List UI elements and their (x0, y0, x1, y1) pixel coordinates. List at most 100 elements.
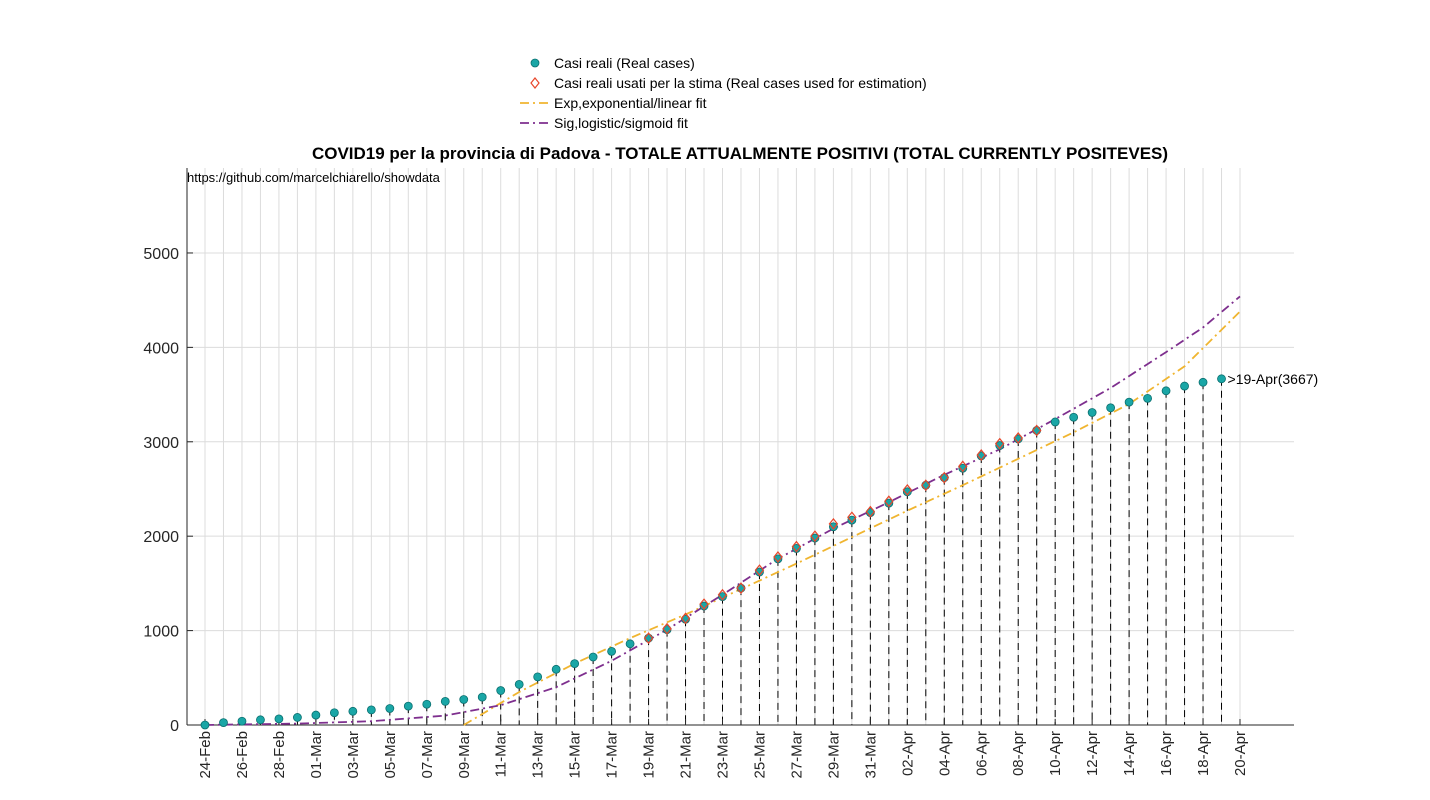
estimation-point (1031, 424, 1042, 437)
real-case-point (1069, 412, 1079, 422)
x-tick-label: 21-Mar (678, 731, 695, 779)
estimation-point (643, 632, 654, 645)
real-case-point (311, 710, 321, 720)
estimation-point (939, 471, 950, 484)
x-tick-label: 14-Apr (1121, 731, 1138, 776)
real-case-point (329, 708, 339, 718)
legend-marker-circle (530, 58, 540, 68)
real-case-point (570, 659, 580, 669)
real-case-point (348, 706, 358, 716)
y-tick-label: 5000 (143, 246, 179, 263)
legend-box (512, 52, 967, 132)
real-case-point (496, 686, 506, 695)
legend-label: Exp,exponential/linear fit (554, 95, 707, 111)
x-tick-label: 17-Mar (604, 731, 621, 779)
y-tick-label: 3000 (143, 435, 179, 452)
real-case-point (1198, 377, 1208, 387)
estimation-point (902, 483, 913, 496)
real-case-point (237, 716, 247, 726)
real-case-point (459, 695, 469, 704)
y-tick-label: 0 (170, 718, 179, 735)
real-case-point (200, 720, 210, 730)
real-case-point (1087, 408, 1097, 417)
estimation-point (736, 582, 746, 595)
real-case-point (588, 652, 598, 662)
x-tick-label: 24-Feb (197, 731, 214, 779)
x-tick-label: 06-Apr (973, 731, 990, 776)
estimation-point (699, 598, 709, 611)
estimation-point (847, 511, 857, 524)
real-case-point (939, 473, 949, 483)
x-tick-label: 13-Mar (530, 731, 547, 779)
real-case-point (1124, 397, 1134, 407)
x-tick-label: 29-Mar (825, 731, 842, 779)
x-tick-label: 18-Apr (1195, 731, 1212, 776)
estimation-point (957, 460, 968, 473)
real-case-point (533, 672, 543, 682)
real-case-point (219, 718, 228, 728)
x-tick-label: 23-Mar (715, 731, 732, 779)
estimation-point (717, 588, 728, 601)
x-tick-label: 02-Apr (899, 731, 916, 776)
estimation-point (791, 540, 802, 553)
real-case-point (551, 664, 561, 674)
real-case-point (921, 480, 931, 490)
real-case-point (1050, 417, 1060, 427)
legend: Casi reali (Real cases) Casi reali usati … (512, 52, 967, 132)
real-case-point (1161, 386, 1171, 396)
real-case-point (1180, 381, 1189, 391)
chart-title: COVID19 per la provincia di Padova - TOT… (312, 144, 1168, 163)
real-case-point (625, 639, 635, 649)
estimation-point (1013, 432, 1023, 444)
stem-lines (222, 378, 1223, 725)
x-tick-label: 11-Mar (493, 731, 510, 777)
data-markers (200, 374, 1226, 730)
real-case-point (403, 701, 413, 711)
x-tick-label: 03-Mar (345, 731, 362, 779)
x-tick-label: 12-Apr (1084, 731, 1101, 776)
real-case-point (274, 714, 284, 724)
real-case-point (1143, 393, 1152, 403)
real-case-point (440, 696, 450, 706)
real-case-point (1106, 403, 1116, 413)
estimation-point (994, 437, 1005, 450)
real-case-point (256, 715, 265, 725)
real-case-point (514, 680, 524, 689)
estimation-point (662, 622, 672, 635)
x-tick-label: 28-Feb (271, 731, 288, 779)
estimation-point (865, 505, 876, 518)
x-tick-label: 20-Apr (1232, 731, 1249, 776)
real-case-point (736, 583, 746, 593)
legend-label: Casi reali usati per la stima (Real case… (554, 75, 927, 91)
x-tick-label: 16-Apr (1158, 731, 1175, 776)
last-value-annotation: >19-Apr(3667) (1228, 371, 1319, 387)
estimation-point (921, 479, 931, 492)
real-case-point (293, 713, 302, 722)
real-case-point (847, 515, 857, 525)
x-tick-label: 25-Mar (751, 731, 768, 779)
source-url: https://github.com/marcelchiarello/showd… (187, 170, 441, 185)
x-tick-label: 10-Apr (1047, 731, 1064, 776)
x-tick-label: 09-Mar (456, 731, 473, 779)
estimation-point (828, 517, 839, 530)
legend-label: Casi reali (Real cases) (554, 55, 695, 71)
x-tick-label: 08-Apr (1010, 731, 1027, 776)
estimation-point (976, 449, 987, 461)
estimation-point (884, 495, 894, 508)
real-case-point (1217, 374, 1226, 384)
estimation-point (754, 564, 765, 577)
x-tick-label: 19-Mar (641, 731, 658, 779)
real-case-point (607, 646, 617, 656)
x-tick-label: 27-Mar (788, 731, 805, 779)
real-case-point (644, 633, 653, 643)
x-tick-label: 31-Mar (862, 731, 879, 779)
tick-labels: 0 1000 2000 3000 4000 5000 24-Feb 26-Feb 28-Feb 0… (143, 246, 1249, 779)
estimation-point (773, 550, 783, 563)
legend-marker-diamond (530, 77, 540, 89)
y-tick-label: 1000 (143, 624, 179, 641)
x-tick-label: 05-Mar (382, 731, 399, 779)
x-tick-label: 26-Feb (234, 731, 251, 779)
x-tick-label: 07-Mar (419, 731, 436, 779)
x-tick-label: 01-Mar (308, 731, 325, 779)
